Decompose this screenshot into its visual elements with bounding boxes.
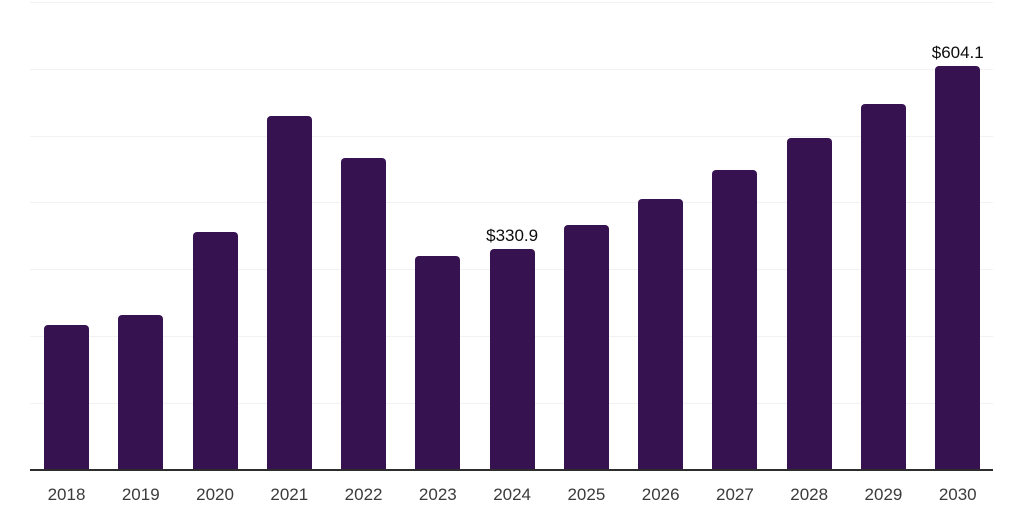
x-tick-label: 2029: [864, 485, 903, 504]
bar: [266, 116, 312, 470]
bar-value-label: $330.9: [486, 225, 539, 245]
x-tick-label: 2021: [270, 485, 309, 504]
y-gridline: [30, 68, 993, 70]
x-axis-line: [30, 469, 993, 471]
bar: [786, 138, 832, 470]
bar: [563, 225, 609, 470]
bar: [341, 157, 387, 470]
x-tick-label: 2019: [121, 485, 160, 504]
bar-value-label: $604.1: [931, 43, 984, 63]
y-gridline: [30, 135, 993, 137]
x-tick-label: 2030: [938, 485, 977, 504]
x-tick-label: 2020: [196, 485, 234, 504]
bar: [44, 325, 89, 470]
bar: [489, 248, 535, 470]
bar: [860, 103, 906, 470]
bar: [712, 169, 758, 470]
x-tick-label: 2023: [418, 485, 457, 504]
bar: [192, 231, 238, 470]
bar: [118, 315, 164, 470]
x-tick-label: 2022: [344, 485, 383, 504]
x-tick-label: 2027: [716, 485, 754, 504]
x-tick-label: 2028: [790, 485, 829, 504]
y-gridline: [30, 202, 993, 204]
y-gridline: [30, 2, 993, 3]
x-tick-label: 2018: [47, 485, 86, 504]
x-tick-label: 2024: [493, 485, 532, 504]
x-tick-label: 2026: [641, 485, 680, 504]
bar: [415, 255, 461, 470]
bar: [638, 199, 684, 470]
x-tick-label: 2025: [567, 485, 606, 504]
bar: [935, 66, 981, 470]
